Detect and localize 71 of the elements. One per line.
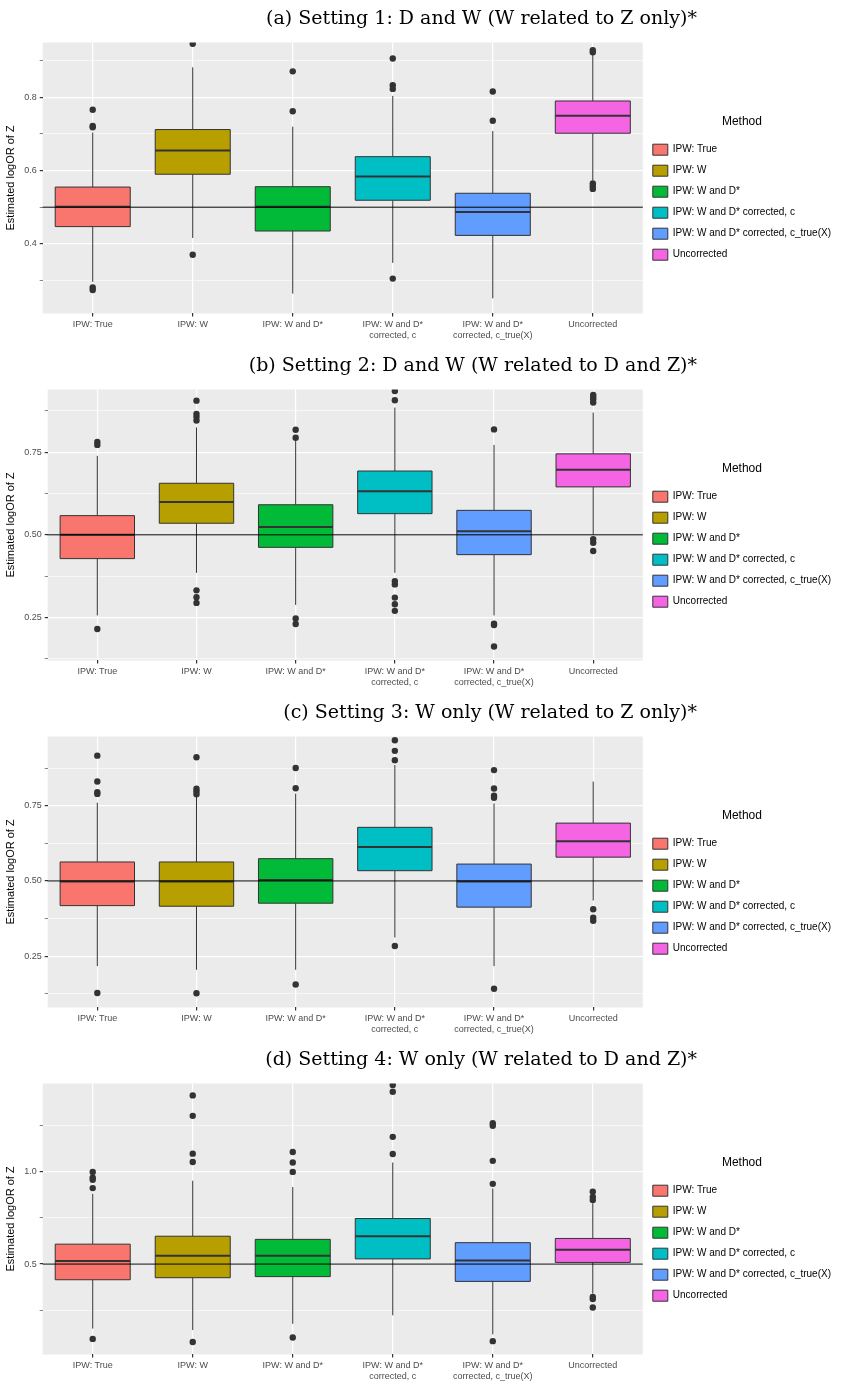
y-axis-title: Estimated logOR of Z [3, 472, 16, 578]
chart-title: (b) Setting 2: D and W (W related to D and Z)* [247, 352, 698, 377]
legend-label: IPW: W and D* [672, 1226, 740, 1238]
x-tick-label: Uncorrected [568, 1013, 618, 1024]
legend-label: IPW: True [672, 143, 718, 155]
legend-label: IPW: W and D* corrected, c [672, 1247, 795, 1259]
legend-label: IPW: W and D* [672, 185, 740, 197]
legend-label: IPW: W and D* corrected, c_true(X) [672, 1268, 831, 1280]
legend-label: Uncorrected [672, 942, 728, 954]
y-tick-label: 0.50 [24, 529, 42, 540]
y-tick-label: 0.75 [24, 800, 42, 811]
x-tick-label: IPW: W and D* corrected, c_true(X) [453, 319, 533, 341]
x-tick-label: IPW: W and D* [265, 1013, 327, 1024]
y-tick-label: 0.4 [24, 238, 37, 249]
legend-label: IPW: True [672, 490, 718, 502]
y-axis-title: Estimated logOR of Z [3, 125, 16, 231]
x-tick-label: IPW: True [72, 1360, 113, 1371]
y-tick-label: 0.25 [24, 611, 42, 622]
x-tick-label: Uncorrected [568, 1360, 618, 1371]
x-tick-label: IPW: True [77, 1013, 118, 1024]
legend-label: IPW: True [672, 837, 718, 849]
x-tick-label: IPW: True [77, 666, 118, 677]
y-tick-label: 0.25 [24, 950, 42, 961]
y-tick-label: 0.5 [24, 1258, 37, 1269]
x-tick-label: IPW: W and D* corrected, c [364, 1013, 426, 1035]
legend-label: Uncorrected [672, 595, 728, 607]
legend-label: IPW: True [672, 1184, 718, 1196]
x-tick-label: IPW: W and D* [265, 666, 327, 677]
y-tick-label: 0.8 [24, 91, 37, 102]
legend-label: IPW: W [672, 1205, 708, 1217]
legend-label: IPW: W and D* corrected, c [672, 206, 795, 218]
y-tick-label: 0.6 [24, 165, 37, 176]
x-tick-label: IPW: W and D* corrected, c [362, 319, 424, 341]
x-tick-label: IPW: W and D* corrected, c [362, 1360, 424, 1382]
legend-label: IPW: W and D* corrected, c [672, 553, 795, 565]
y-axis-title: Estimated logOR of Z [3, 1166, 16, 1272]
legend-title: Method [721, 808, 762, 823]
y-tick-label: 1.0 [24, 1166, 37, 1177]
legend-title: Method [721, 114, 762, 129]
legend-label: IPW: W and D* [672, 879, 740, 891]
chart-title: (c) Setting 3: W only (W related to Z only)* [282, 699, 698, 724]
legend-label: IPW: W and D* corrected, c [672, 900, 795, 912]
legend-label: IPW: W [672, 511, 708, 523]
x-tick-label: IPW: W [181, 1013, 213, 1024]
legend-label: IPW: W and D* corrected, c_true(X) [672, 921, 831, 933]
y-tick-label: 0.50 [24, 875, 42, 886]
chart-title: (a) Setting 1: D and W (W related to Z only)* [265, 5, 698, 30]
x-tick-label: IPW: W and D* corrected, c_true(X) [453, 1360, 533, 1382]
x-tick-label: IPW: W and D* corrected, c [364, 666, 426, 688]
legend-label: Uncorrected [672, 1289, 728, 1301]
x-tick-label: IPW: W and D* [262, 319, 324, 330]
chart-title: (d) Setting 4: W only (W related to D and Z)* [264, 1046, 698, 1071]
x-tick-label: Uncorrected [568, 319, 618, 330]
legend-label: IPW: W [672, 858, 708, 870]
legend-label: IPW: W and D* corrected, c_true(X) [672, 227, 831, 239]
legend-label: IPW: W and D* [672, 532, 740, 544]
x-tick-label: IPW: W and D* corrected, c_true(X) [454, 666, 534, 688]
x-tick-label: IPW: W and D* corrected, c_true(X) [454, 1013, 534, 1035]
x-tick-label: Uncorrected [568, 666, 618, 677]
x-tick-label: IPW: True [72, 319, 113, 330]
x-tick-label: IPW: W [177, 319, 209, 330]
legend-label: IPW: W [672, 164, 708, 176]
y-tick-label: 0.75 [24, 446, 42, 457]
legend-title: Method [721, 1155, 762, 1170]
y-axis-title: Estimated logOR of Z [3, 819, 16, 925]
x-tick-label: IPW: W and D* [262, 1360, 324, 1371]
legend-title: Method [721, 461, 762, 476]
x-tick-label: IPW: W [181, 666, 213, 677]
legend-label: Uncorrected [672, 248, 728, 260]
legend-label: IPW: W and D* corrected, c_true(X) [672, 574, 831, 586]
x-tick-label: IPW: W [177, 1360, 209, 1371]
